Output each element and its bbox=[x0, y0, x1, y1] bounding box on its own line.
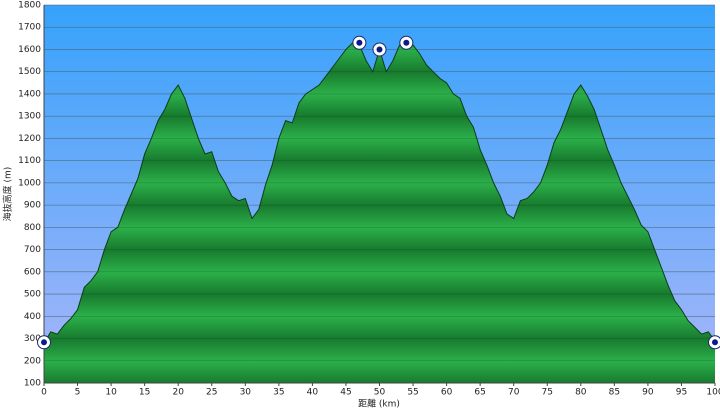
y-tick-label: 800 bbox=[24, 223, 41, 233]
area-fill bbox=[44, 42, 715, 384]
y-tick-label: 1600 bbox=[18, 45, 41, 55]
x-tick-label: 15 bbox=[139, 388, 150, 398]
x-tick-label: 55 bbox=[407, 388, 418, 398]
x-tick-label: 60 bbox=[441, 388, 453, 398]
x-tick-label: 45 bbox=[340, 388, 351, 398]
x-tick-label: 100 bbox=[706, 388, 720, 398]
waypoint-dot bbox=[403, 39, 410, 46]
y-tick-label: 200 bbox=[24, 356, 41, 366]
x-tick-label: 25 bbox=[206, 388, 217, 398]
y-tick-label: 900 bbox=[24, 201, 41, 211]
x-tick-label: 5 bbox=[75, 388, 81, 398]
x-tick-label: 70 bbox=[508, 388, 520, 398]
x-tick-label: 65 bbox=[474, 388, 485, 398]
y-tick-label: 1700 bbox=[18, 23, 41, 33]
waypoint-dot bbox=[41, 339, 47, 346]
x-tick-label: 0 bbox=[41, 388, 47, 398]
y-tick-label: 1000 bbox=[18, 178, 41, 188]
x-tick-label: 95 bbox=[676, 388, 687, 398]
y-axis-title: 海抜高度 (m) bbox=[2, 167, 14, 222]
x-tick-label: 85 bbox=[609, 388, 620, 398]
x-tick-label: 75 bbox=[542, 388, 553, 398]
waypoint-dot bbox=[376, 46, 383, 53]
x-tick-label: 40 bbox=[307, 388, 319, 398]
y-tick-label: 1800 bbox=[18, 1, 41, 11]
y-tick-label: 500 bbox=[24, 290, 41, 300]
y-tick-label: 700 bbox=[24, 245, 41, 255]
y-tick-label: 300 bbox=[24, 334, 41, 344]
x-tick-label: 35 bbox=[273, 388, 284, 398]
y-tick-label: 1100 bbox=[18, 156, 41, 166]
waypoint-dot bbox=[356, 39, 363, 46]
y-tick-label: 400 bbox=[24, 312, 41, 322]
x-tick-label: 10 bbox=[105, 388, 117, 398]
x-tick-label: 20 bbox=[172, 388, 184, 398]
x-axis-title: 距離 (km) bbox=[358, 398, 400, 410]
x-tick-label: 30 bbox=[240, 388, 252, 398]
y-tick-label: 1500 bbox=[18, 67, 41, 77]
y-tick-label: 600 bbox=[24, 267, 41, 277]
y-tick-label: 1400 bbox=[18, 89, 41, 99]
waypoint-dot bbox=[712, 339, 718, 346]
y-tick-label: 100 bbox=[24, 379, 41, 389]
x-tick-label: 80 bbox=[575, 388, 587, 398]
y-tick-label: 1200 bbox=[18, 134, 41, 144]
x-tick-label: 90 bbox=[642, 388, 654, 398]
y-tick-label: 1300 bbox=[18, 112, 41, 122]
x-tick-label: 50 bbox=[374, 388, 386, 398]
